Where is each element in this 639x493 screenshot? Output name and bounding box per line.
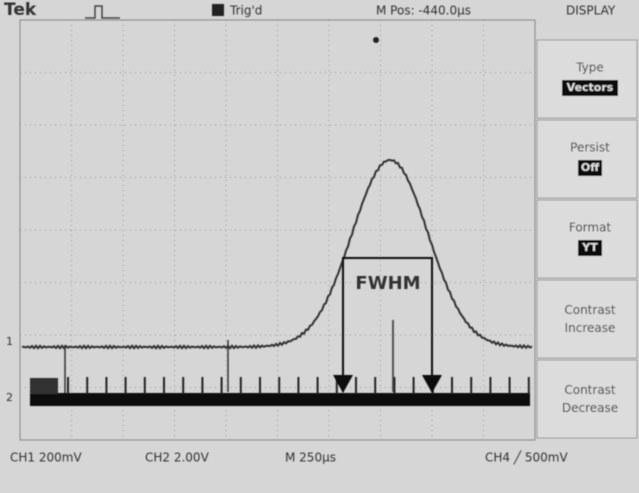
menu-label: Contrast Increase [564,303,616,335]
menu-button [536,279,638,359]
trigger-pos-marker [373,37,379,43]
menu-button [536,39,638,119]
menu-label: Persist [570,141,610,155]
menu-label: Contrast Decrease [562,383,618,415]
position: M Pos: -440.0µs [376,4,471,18]
ch2-pulses [67,377,530,394]
menu-button [536,359,638,439]
trigger-icon [85,5,120,19]
menu-value: Off [581,161,599,174]
ch1-setting: CH1 200mV [10,451,82,465]
fwhm-bracket [342,257,433,392]
ch2-setting: CH2 2.00V [145,451,210,465]
menu-button [536,199,638,279]
menu-title: DISPLAY [566,4,616,18]
timebase: M 250µs [285,451,336,465]
menu-value: YT [581,241,598,254]
ch2-pulse-start [30,378,58,394]
arrow-head [422,375,442,393]
trig-indicator [212,4,224,16]
menu-label: Format [569,221,612,235]
channel-marker: 1 [6,335,13,348]
menu-value: Vectors [567,81,614,94]
menu-button [536,119,638,199]
graticule-border [19,19,536,441]
fwhm-label: FWHM [355,273,420,294]
side-menu: Type Vectors Persist Off Format YT Contrast Inc… [536,39,638,439]
menu-value-bg [578,160,602,176]
menu-label: Type [575,61,604,75]
channel-marker: 2 [6,391,13,404]
ch2-pulse-band [30,393,530,406]
trigger-status: Trig'd [229,4,262,18]
arrow-head [333,375,353,393]
ch1-trace [21,158,533,350]
trigger-setting: CH4 ╱ 500mV [485,450,568,465]
brand: Tek [4,0,37,20]
menu-value-bg [562,80,618,96]
graticule [20,20,535,440]
menu-value-bg [578,240,602,256]
